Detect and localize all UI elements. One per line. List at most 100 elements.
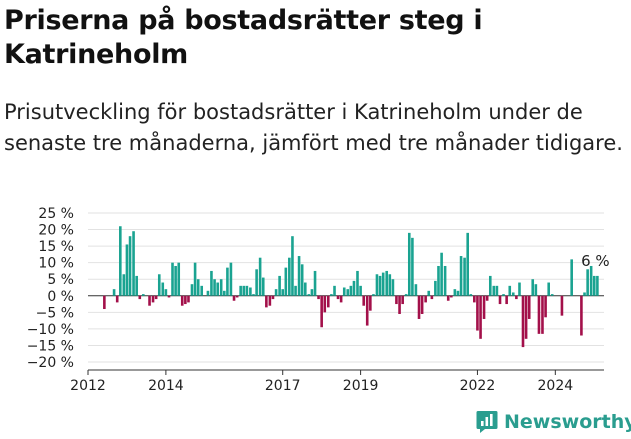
bar [320, 295, 323, 328]
bar [171, 262, 174, 296]
x-tick-label: 2017 [265, 378, 301, 394]
bar [450, 295, 453, 298]
bar [232, 295, 236, 301]
y-tick-label: −20 % [27, 355, 74, 371]
bar [537, 295, 541, 334]
y-tick-label: −5 % [36, 305, 74, 321]
bar [424, 295, 427, 303]
bar [119, 226, 122, 296]
y-axis: −20 %−15 %−10 %−5 %0 %5 %10 %15 %20 %25 … [27, 206, 74, 371]
gridlines [88, 212, 604, 363]
bar [288, 257, 291, 296]
bar [213, 279, 216, 296]
bar [362, 295, 366, 306]
y-tick-label: 20 % [38, 223, 74, 239]
bar [281, 289, 285, 296]
bar [505, 295, 508, 305]
bar [473, 295, 476, 303]
bar [547, 282, 550, 296]
bar [378, 275, 382, 296]
bar [193, 262, 197, 296]
y-tick-label: −10 % [27, 322, 74, 338]
bar [359, 285, 362, 296]
bar [411, 237, 414, 296]
bar [174, 265, 177, 296]
y-tick-label: 10 % [38, 256, 74, 272]
bar [414, 284, 418, 296]
bar [375, 274, 379, 296]
bar [518, 282, 521, 296]
bar [508, 285, 512, 296]
bar [252, 294, 255, 296]
bar [268, 295, 272, 306]
bar [391, 279, 395, 296]
bar [404, 294, 408, 296]
bar [521, 295, 525, 348]
y-tick-label: 15 % [38, 239, 74, 255]
y-tick-label: 0 % [47, 289, 74, 305]
newsworthy-logo[interactable]: Newsworthy [476, 408, 631, 436]
bar [479, 295, 482, 339]
bar [544, 295, 547, 318]
bar [434, 280, 437, 296]
bar [223, 290, 226, 296]
bar [154, 295, 158, 300]
bar [112, 289, 116, 296]
bar [278, 275, 281, 296]
bar [388, 274, 392, 296]
bar [216, 282, 219, 296]
bar [138, 295, 142, 300]
bar [369, 295, 372, 311]
bar [310, 289, 314, 296]
bar [307, 294, 311, 296]
bar [210, 270, 213, 296]
bar [401, 295, 404, 305]
bar [346, 289, 350, 296]
bar [284, 267, 288, 296]
bar [258, 257, 262, 296]
bar [476, 295, 479, 331]
bar [365, 295, 369, 326]
bar [420, 295, 424, 314]
bar [342, 287, 346, 296]
bar [459, 256, 463, 296]
bar [339, 295, 343, 303]
bar [541, 295, 544, 334]
bar [294, 285, 297, 296]
last-value-label: 6 % [581, 252, 610, 270]
bar [274, 289, 278, 296]
bar [265, 295, 268, 308]
bar [235, 295, 239, 298]
annotations: 6 % [581, 252, 610, 270]
bar [180, 295, 184, 306]
bar [239, 285, 242, 296]
bar [482, 295, 486, 319]
bar [492, 285, 496, 296]
bar [446, 295, 450, 301]
bar [586, 269, 589, 296]
bar [200, 285, 204, 296]
bar [580, 295, 583, 336]
bar [592, 275, 596, 296]
bar [300, 264, 304, 296]
bar [385, 270, 388, 296]
bar [135, 275, 138, 296]
bar [317, 295, 320, 300]
bar [122, 274, 126, 296]
bar [498, 295, 502, 305]
bar [330, 294, 333, 296]
bar [550, 294, 554, 296]
bar [255, 269, 258, 296]
bar [456, 290, 460, 296]
y-tick-label: 25 % [38, 206, 74, 222]
bar [323, 295, 327, 313]
bar [417, 295, 421, 319]
bar [190, 284, 194, 296]
chart-subtitle: Prisutveckling för bostadsrätter i Katri… [4, 100, 623, 155]
bar [245, 285, 249, 296]
bar [313, 270, 317, 296]
bar [128, 236, 132, 296]
bar [167, 295, 171, 298]
bar [304, 282, 307, 296]
